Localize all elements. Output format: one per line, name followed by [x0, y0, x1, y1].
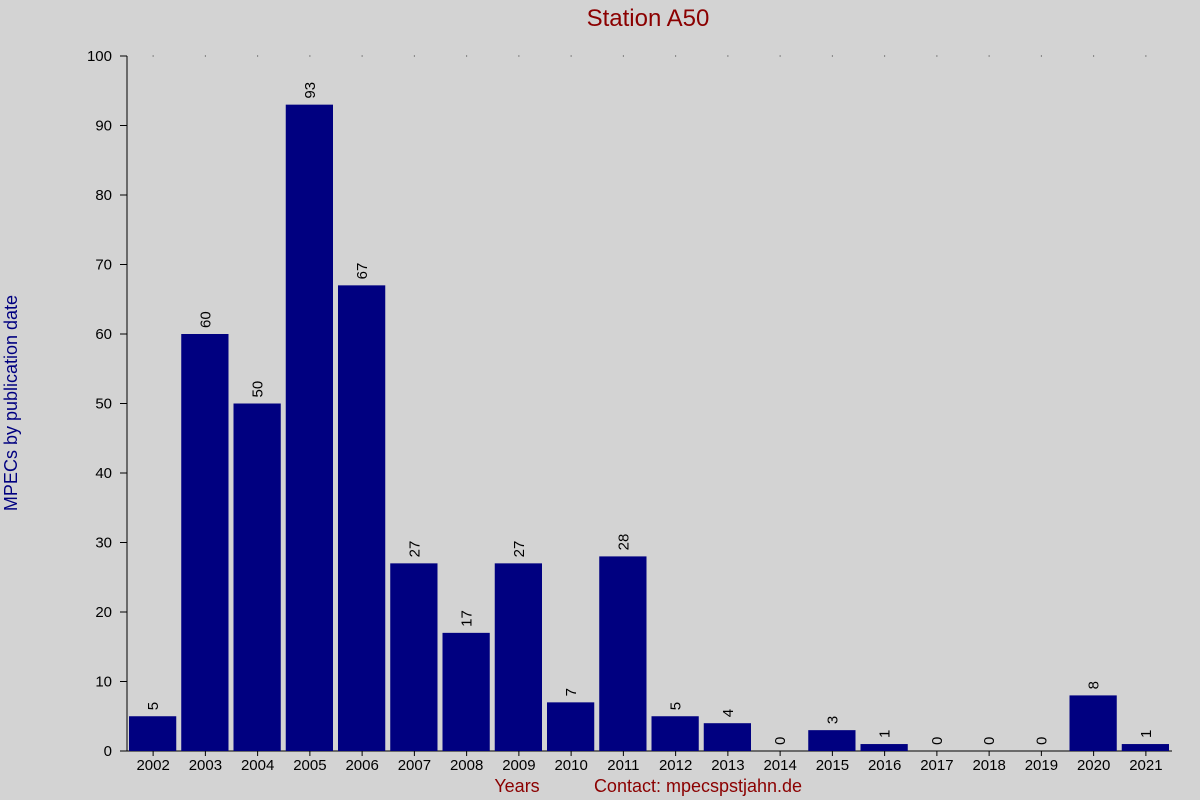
x-tick-label: 2016: [868, 757, 901, 774]
data-label: 3: [824, 716, 841, 724]
x-tick-label: 2018: [972, 757, 1005, 774]
data-label: 93: [302, 82, 319, 99]
bar: [808, 730, 856, 751]
y-tick-label: 50: [95, 396, 112, 413]
x-tick-label: 2011: [607, 757, 639, 774]
x-tick-label: 2005: [293, 757, 326, 774]
data-label: 28: [615, 534, 632, 551]
plot-area: 0102030405060708090100200252003602004502…: [87, 48, 1172, 774]
y-tick-label: 30: [95, 535, 112, 552]
y-tick-label: 60: [95, 326, 112, 343]
top-dot-marker: [204, 55, 206, 57]
top-dot-marker: [622, 55, 624, 57]
x-tick-label: 2008: [450, 757, 483, 774]
bar: [860, 744, 908, 751]
bar: [703, 723, 751, 751]
bar: [1121, 744, 1169, 751]
data-label: 0: [981, 737, 998, 745]
top-dot-marker: [1093, 55, 1095, 57]
y-tick-label: 90: [95, 118, 112, 135]
top-dot-marker: [727, 55, 729, 57]
x-tick-label: 2019: [1025, 757, 1058, 774]
bar: [599, 556, 647, 751]
x-tick-label: 2017: [920, 757, 953, 774]
top-dot-marker: [466, 55, 468, 57]
data-label: 8: [1086, 681, 1103, 689]
x-tick-label: 2004: [241, 757, 274, 774]
top-dot-marker: [988, 55, 990, 57]
bar: [390, 563, 438, 751]
top-dot-marker: [936, 55, 938, 57]
y-tick-label: 20: [95, 604, 112, 621]
data-label: 27: [406, 541, 423, 558]
data-label: 50: [250, 381, 267, 398]
bar: [285, 104, 333, 751]
x-tick-label: 2003: [189, 757, 222, 774]
x-tick-label: 2007: [398, 757, 431, 774]
x-tick-label: 2009: [502, 757, 535, 774]
y-tick-label: 0: [104, 743, 112, 760]
data-label: 0: [1033, 737, 1050, 745]
data-label: 4: [720, 709, 737, 717]
data-label: 1: [877, 730, 894, 738]
y-tick-label: 80: [95, 187, 112, 204]
data-label: 67: [354, 263, 371, 280]
top-dot-marker: [884, 55, 886, 57]
bar: [651, 716, 699, 751]
data-label: 0: [772, 737, 789, 745]
top-dot-marker: [309, 55, 311, 57]
bar: [181, 334, 229, 751]
y-axis-label: MPECs by publication date: [1, 295, 21, 511]
top-dot-marker: [779, 55, 781, 57]
bar: [442, 632, 490, 751]
data-label: 60: [197, 311, 214, 328]
y-tick-label: 70: [95, 257, 112, 274]
top-dot-marker: [675, 55, 677, 57]
y-tick-label: 40: [95, 465, 112, 482]
top-dot-marker: [413, 55, 415, 57]
data-label: 0: [929, 737, 946, 745]
top-dot-marker: [570, 55, 572, 57]
data-label: 27: [511, 541, 528, 558]
bar: [129, 716, 177, 751]
top-dot-marker: [257, 55, 259, 57]
data-label: 7: [563, 688, 580, 696]
bar: [1069, 695, 1117, 751]
x-tick-label: 2020: [1077, 757, 1110, 774]
bar: [494, 563, 542, 751]
contact-label: Contact: mpecspstjahn.de: [594, 776, 802, 796]
top-dot-marker: [361, 55, 363, 57]
top-dot-marker: [518, 55, 520, 57]
top-dot-marker: [152, 55, 154, 57]
data-label: 1: [1138, 730, 1155, 738]
x-tick-label: 2012: [659, 757, 692, 774]
bar: [233, 403, 281, 751]
y-tick-label: 10: [95, 674, 112, 691]
chart-title: Station A50: [587, 5, 710, 32]
x-tick-label: 2010: [554, 757, 587, 774]
top-dot-marker: [831, 55, 833, 57]
data-label: 17: [459, 610, 476, 627]
x-axis-label: Years: [494, 776, 539, 796]
x-tick-label: 2002: [136, 757, 169, 774]
top-dot-marker: [1145, 55, 1147, 57]
y-tick-label: 100: [87, 48, 112, 65]
x-tick-label: 2015: [816, 757, 849, 774]
bar: [547, 702, 595, 751]
x-tick-label: 2006: [345, 757, 378, 774]
data-label: 5: [145, 702, 162, 710]
x-tick-label: 2014: [763, 757, 796, 774]
x-tick-label: 2013: [711, 757, 744, 774]
bar: [338, 285, 386, 751]
top-dot-marker: [1040, 55, 1042, 57]
data-label: 5: [668, 702, 685, 710]
x-tick-label: 2021: [1129, 757, 1162, 774]
